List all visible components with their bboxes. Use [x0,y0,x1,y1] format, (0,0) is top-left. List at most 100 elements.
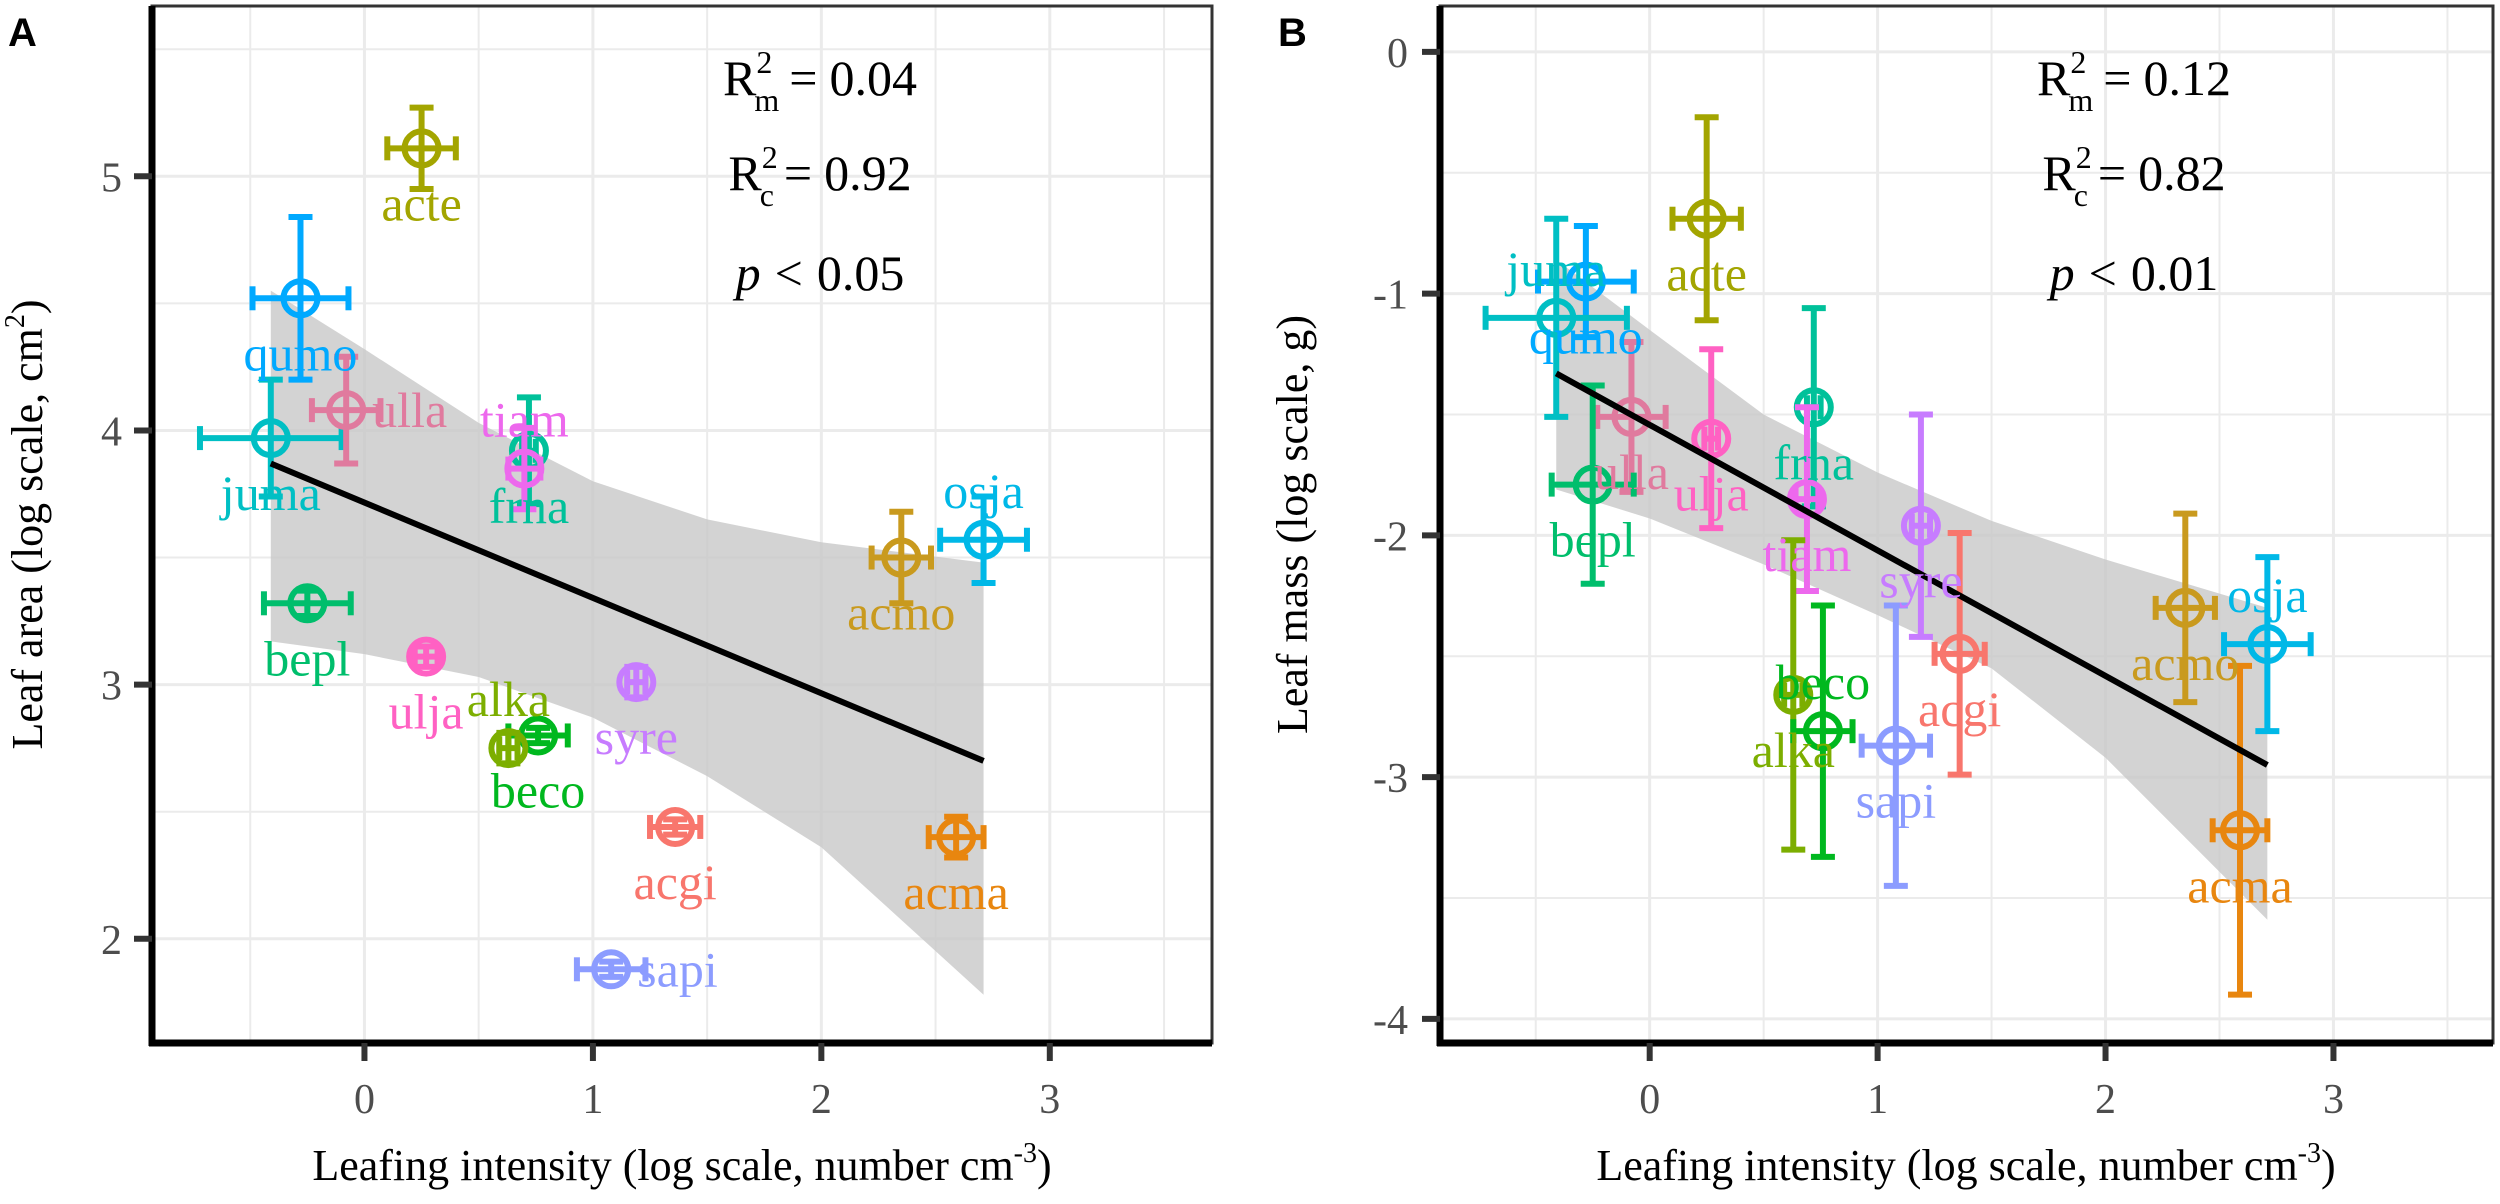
point-label-frna: frna [489,478,570,534]
point-sapi [573,949,649,990]
x-tick-label: 1 [582,1077,603,1123]
subscript: m [754,82,779,118]
point-marker [326,390,367,431]
point-acte [384,104,459,192]
point-bepl [1548,382,1637,587]
subscript: m [2068,82,2093,118]
point-acma [925,813,987,861]
point-label-beco: beco [1776,654,1870,710]
point-ulla [308,353,384,467]
y-tick-label: 0 [1387,31,1408,77]
relation: = [784,145,812,201]
point-acte [1669,114,1744,324]
point-acgi [647,806,704,847]
y-tick-label: 2 [101,918,122,964]
point-labels: acte qumo juma ulla ulja bepl frna tiam syre acgi… [1504,241,2307,913]
relation: < [775,245,803,301]
p-symbol: p [733,245,761,301]
superscript: 2 [2076,139,2092,175]
y-tick-label: -1 [1373,273,1408,319]
superscript: 2 [2070,44,2086,80]
point-label-syre: syre [595,709,678,765]
point-label-ulja: ulja [1674,466,1749,522]
confidence-ribbon [1556,259,2268,920]
x-tick-label: 1 [1867,1077,1888,1123]
point-marker [936,817,977,858]
x-tick-label: 3 [1039,1077,1060,1123]
point-sapi [1858,602,1934,889]
point-label-acmo: acmo [847,585,955,641]
point-label-ulja: ulja [389,684,464,740]
value: 0.04 [829,50,917,106]
annotation-r2m: R2 m = 0.04 [723,44,917,118]
y-tick-label: 5 [101,155,122,201]
point-label-syre: syre [1879,553,1962,609]
point-osja [937,493,1030,586]
point-marker [250,418,291,459]
point-label-qumo: qumo [244,325,358,381]
y-tick-label: 3 [101,664,122,710]
y-tick-label: 4 [101,409,122,455]
y-axis-title: Leaf area (log scale, cm2) [0,299,52,749]
point-marker [504,448,545,489]
point-label-bepl: bepl [264,630,350,686]
point-marker [287,583,328,624]
annotation-r2c: R2 c = 0.92 [728,139,911,213]
subscript: c [2074,177,2088,213]
point-labels: acte qumo juma ulla frna tiam acmo osja bepl ulja… [219,175,1024,997]
relation: = [789,50,817,106]
point-marker [1875,725,1916,766]
point-marker [1900,505,1941,546]
panel-b: 0 1 2 3 -4 -3 -2 -1 0 Leafing intensity (log scal… [1268,4,2495,1190]
point-label-acmo: acmo [2131,635,2239,691]
point-label-juma: juma [219,465,321,521]
point-marker [488,728,529,769]
value: 0.92 [824,145,912,201]
point-label-tiam: tiam [1763,526,1852,582]
regression-line [269,460,985,764]
x-axis-title-superscript: -3 [1014,1138,1037,1169]
point-tiam [504,424,545,513]
p-symbol: p [2047,245,2075,301]
point-label-acgi: acgi [634,854,717,910]
point-marker [1536,297,1577,338]
point-acgi [1931,529,1988,778]
point-acmo [868,508,935,607]
point-label-bepl: bepl [1550,512,1636,568]
point-label-alka: alka [467,671,550,727]
r-symbol: R [2042,145,2076,201]
point-osja [2221,554,2314,735]
point-label-sapi: sapi [637,941,718,997]
point-label-acgi: acgi [1918,681,2001,737]
value: 0.05 [817,245,905,301]
data-points [196,104,1030,990]
y-axis-title-superscript: 2 [0,314,31,328]
point-juma [196,376,345,500]
point-beco [1790,602,1856,860]
r-symbol: R [2037,50,2071,106]
point-label-osja: osja [943,463,1024,519]
point-marker [1939,633,1980,674]
point-qumo [249,213,352,383]
x-axis-title-close: ) [2321,1141,2336,1190]
x-tick-label: 2 [811,1077,832,1123]
subscript: c [760,177,774,213]
superscript: 2 [762,139,778,175]
point-marker [2220,810,2261,851]
y-axis-title-text: Leaf area (log scale, cm [3,328,52,749]
point-marker [280,278,321,319]
y-axis-title-close: ) [3,299,52,314]
panel-letter-a: A [8,11,37,55]
value: 0.12 [2143,50,2231,106]
point-label-acma: acma [2187,857,2292,913]
point-syre [1900,411,1941,640]
point-label-qumo: qumo [1529,309,1643,365]
point-label-juma: juma [1504,241,1606,297]
point-marker [616,662,657,703]
y-axis-title: Leaf mass (log scale, g) [1268,315,1317,734]
point-label-ulla: ulla [372,382,447,438]
superscript: 2 [756,44,772,80]
point-label-tiam: tiam [480,392,569,448]
point-label-alka: alka [1752,722,1835,778]
